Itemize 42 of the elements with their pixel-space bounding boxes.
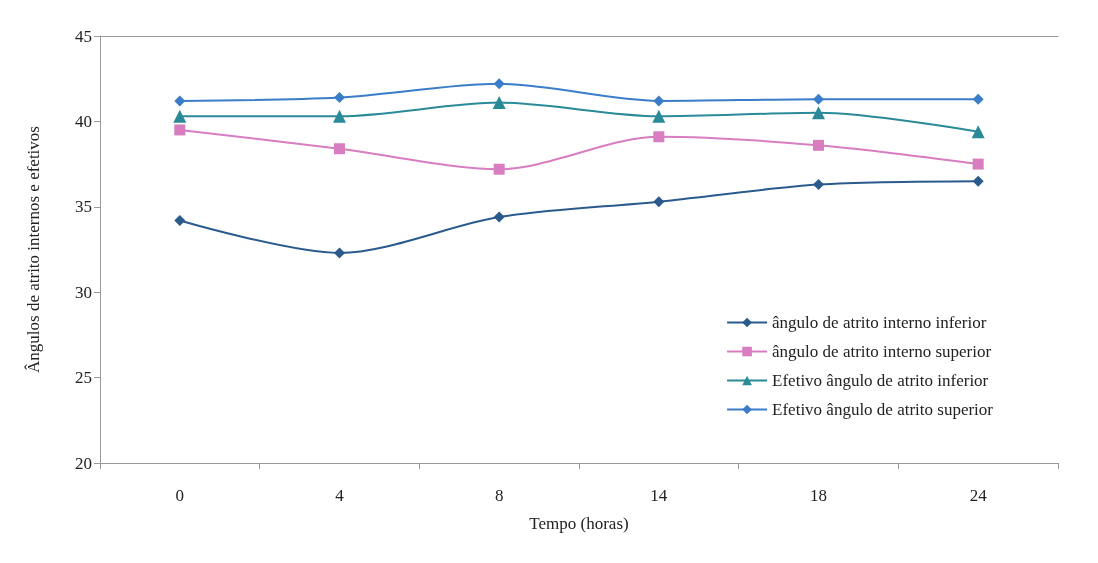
point	[174, 214, 186, 226]
y-tick-label: 20	[75, 453, 92, 473]
y-tick-label: 35	[75, 197, 92, 217]
point	[653, 196, 665, 208]
point	[492, 96, 506, 110]
x-tick-label: 4	[335, 486, 345, 505]
point	[174, 95, 186, 107]
legend-label: Efetivo ângulo de atrito superior	[772, 400, 994, 419]
point	[493, 78, 505, 90]
legend-label: ângulo de atrito interno superior	[772, 342, 992, 361]
y-tick-label: 45	[75, 26, 92, 46]
x-tick-label: 18	[810, 486, 827, 505]
y-tick-label: 40	[75, 111, 92, 131]
x-tick-label: 0	[175, 486, 185, 505]
point	[652, 109, 666, 123]
point	[813, 93, 824, 105]
point	[334, 247, 345, 259]
x-tick-label: 24	[969, 486, 988, 505]
point	[972, 158, 984, 170]
point	[972, 175, 984, 187]
point	[972, 93, 984, 105]
point	[653, 95, 665, 107]
legend-label: ângulo de atrito interno inferior	[772, 313, 987, 332]
y-axis-title: Ângulos de atrito internos e efetivos	[24, 126, 43, 373]
point	[333, 109, 346, 123]
point	[493, 211, 505, 223]
point	[812, 106, 825, 120]
y-tick-label: 25	[75, 368, 92, 388]
x-tick-label: 14	[650, 486, 668, 505]
x-tick-label: 8	[494, 486, 504, 505]
point	[813, 179, 824, 191]
point	[334, 91, 345, 103]
y-tick-label: 30	[75, 282, 92, 302]
x-axis-title: Tempo (horas)	[529, 514, 629, 533]
point	[653, 131, 665, 143]
point	[971, 125, 985, 139]
point	[493, 163, 505, 175]
point	[813, 139, 824, 151]
point	[173, 109, 187, 123]
point	[174, 124, 186, 136]
legend-label: Efetivo ângulo de atrito inferior	[772, 371, 989, 390]
point	[334, 143, 345, 155]
